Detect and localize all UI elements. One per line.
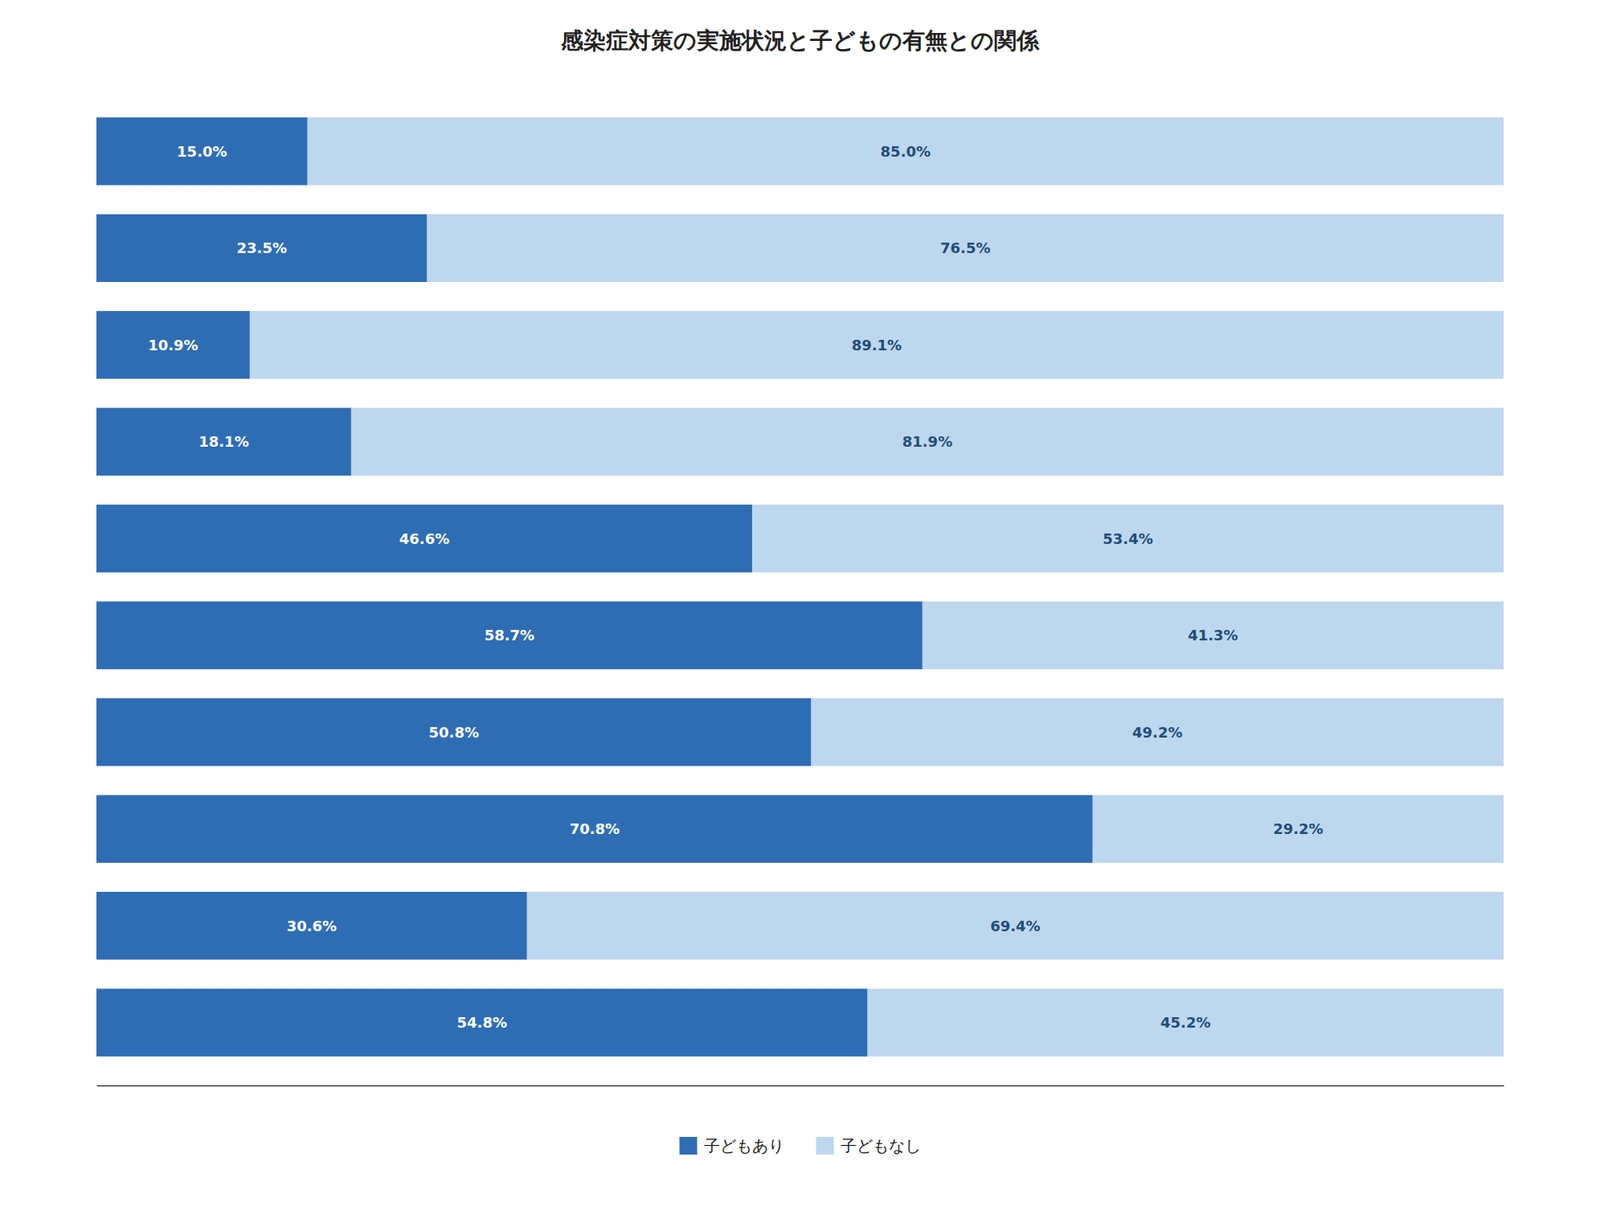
bar — [96, 601, 923, 670]
data-label: 46.6% — [399, 530, 450, 548]
legend-label: 子どもなし — [840, 1136, 921, 1156]
legend-label: 子どもあり — [703, 1136, 785, 1156]
bar — [527, 892, 1504, 960]
x-axis-line — [97, 1085, 1505, 1087]
bar — [249, 310, 1504, 379]
bar — [96, 504, 753, 573]
data-label: 70.8% — [569, 820, 620, 838]
legend-item: 子どもなし — [816, 1136, 921, 1156]
bar — [96, 408, 352, 476]
data-label: 76.5% — [940, 239, 991, 257]
data-label: 69.4% — [990, 917, 1040, 935]
data-label: 18.1% — [198, 433, 249, 451]
bar — [96, 698, 812, 766]
bars — [96, 117, 1504, 1057]
data-label: 49.2% — [1132, 724, 1183, 741]
bar — [96, 310, 250, 379]
legend: 子どもあり 子どもなし — [679, 1136, 921, 1156]
chart: 感染症対策の実施状況と子どもの有無との関係 15.0% 85.0% 23.5% 76.5… — [0, 0, 1600, 1206]
bar — [96, 795, 1093, 864]
legend-swatch — [816, 1137, 835, 1155]
data-labels: 15.0% 85.0% 23.5% 76.5% 10.9% 89.1% 18.1% 81.9%… — [147, 143, 1323, 1032]
legend-item: 子どもあり — [679, 1136, 785, 1156]
bar — [96, 892, 528, 960]
data-label: 41.3% — [1187, 626, 1238, 644]
bar — [96, 989, 868, 1057]
bar — [1092, 795, 1504, 864]
data-label: 85.0% — [880, 143, 931, 160]
bar — [351, 408, 1504, 476]
data-label: 10.9% — [147, 336, 198, 354]
data-label: 81.9% — [902, 433, 953, 451]
data-label: 58.7% — [484, 626, 535, 644]
legend-swatch — [679, 1137, 698, 1155]
x-axis — [97, 1085, 1505, 1087]
bar — [96, 117, 308, 185]
data-label: 54.8% — [457, 1014, 508, 1032]
bar — [307, 117, 1504, 185]
title: 感染症対策の実施状況と子どもの有無との関係 — [560, 27, 1040, 54]
bar — [426, 214, 1504, 283]
data-label: 30.6% — [286, 917, 337, 935]
plot: 15.0% 85.0% 23.5% 76.5% 10.9% 89.1% 18.1% 81.9%… — [96, 117, 1505, 1086]
bar — [811, 698, 1504, 766]
data-label: 53.4% — [1102, 530, 1153, 548]
data-label: 15.0% — [176, 143, 227, 160]
bar — [96, 214, 427, 283]
data-label: 29.2% — [1272, 820, 1323, 838]
data-label: 23.5% — [237, 239, 287, 257]
data-label: 89.1% — [851, 336, 902, 354]
bar — [922, 601, 1504, 670]
bar — [867, 989, 1504, 1057]
data-label: 45.2% — [1160, 1014, 1211, 1032]
bar — [752, 504, 1504, 573]
data-label: 50.8% — [429, 724, 479, 741]
